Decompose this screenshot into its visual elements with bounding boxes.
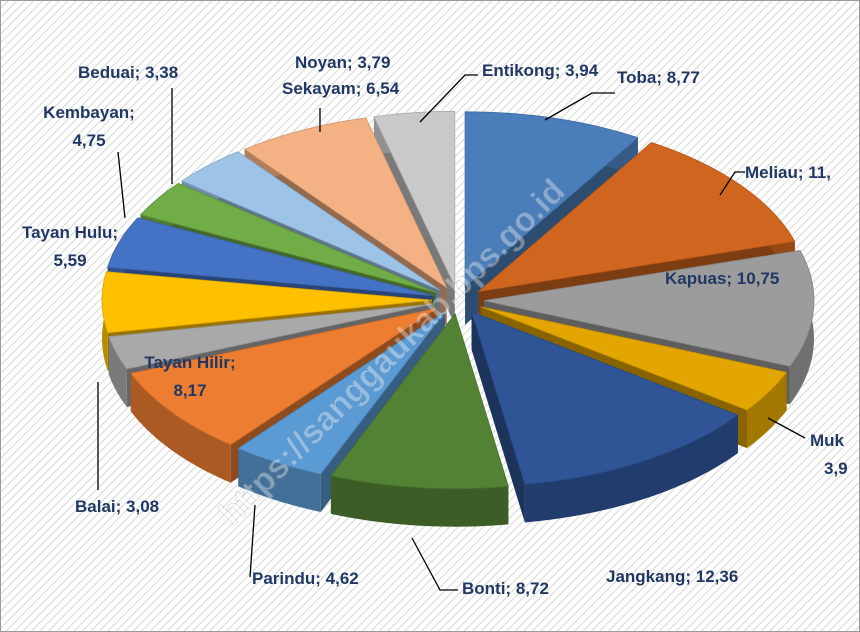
slice-side: [746, 372, 787, 449]
slice-side: [330, 475, 509, 527]
leader-line: [249, 504, 256, 578]
slice: [464, 111, 639, 288]
leader-lines: [97, 74, 806, 591]
slice-side: [130, 373, 231, 483]
slice-side: [471, 311, 525, 523]
slice: [237, 311, 446, 475]
data-label: 4,75: [72, 131, 105, 150]
slice: [470, 311, 739, 485]
slice: [480, 306, 788, 411]
data-label: Beduai; 3,38: [78, 63, 178, 82]
leader-line: [411, 537, 458, 591]
data-label: Parindu; 4,62: [252, 569, 359, 588]
leader-line: [419, 74, 478, 123]
slice-side: [108, 303, 434, 375]
labels: Toba; 8,77 Meliau; 11, Kapuas; 10,75 Muk 3,9…: [22, 53, 848, 598]
data-label: Tayan Hulu;: [22, 223, 118, 242]
data-label: Muk: [810, 431, 845, 450]
data-label: Jangkang; 12,36: [606, 567, 738, 586]
data-label: Kapuas; 10,75: [665, 269, 779, 288]
slice: [243, 117, 448, 289]
leader-line: [117, 151, 126, 219]
slice: [130, 307, 438, 446]
data-label: Noyan; 3,79: [295, 53, 390, 72]
slice: [101, 271, 433, 334]
slice-side: [524, 415, 738, 523]
slice-side: [238, 448, 321, 513]
slice: [477, 142, 796, 293]
slice: [181, 151, 440, 291]
pie: [101, 110, 815, 527]
slice: [108, 303, 434, 370]
data-label: Meliau; 11,: [745, 163, 831, 182]
leader-line: [767, 417, 806, 439]
leader-line: [544, 92, 615, 121]
data-label: Sekayam; 6,54: [282, 79, 400, 98]
leader-line: [719, 171, 745, 196]
slice: [483, 250, 815, 367]
data-label: Entikong; 3,94: [482, 61, 599, 80]
data-label: 8,17: [173, 381, 206, 400]
slice: [373, 110, 456, 287]
data-label: Bonti; 8,72: [462, 579, 549, 598]
slice: [139, 182, 437, 293]
data-label: 3,9: [824, 459, 848, 478]
data-label: 5,59: [53, 251, 86, 270]
slice: [330, 312, 509, 490]
slice-side: [108, 336, 127, 408]
data-label: Toba; 8,77: [617, 68, 700, 87]
data-label: Tayan Hilir;: [144, 353, 235, 372]
data-label: Balai; 3,08: [75, 497, 159, 516]
slice: [107, 217, 434, 297]
data-label: Kembayan;: [43, 103, 135, 122]
